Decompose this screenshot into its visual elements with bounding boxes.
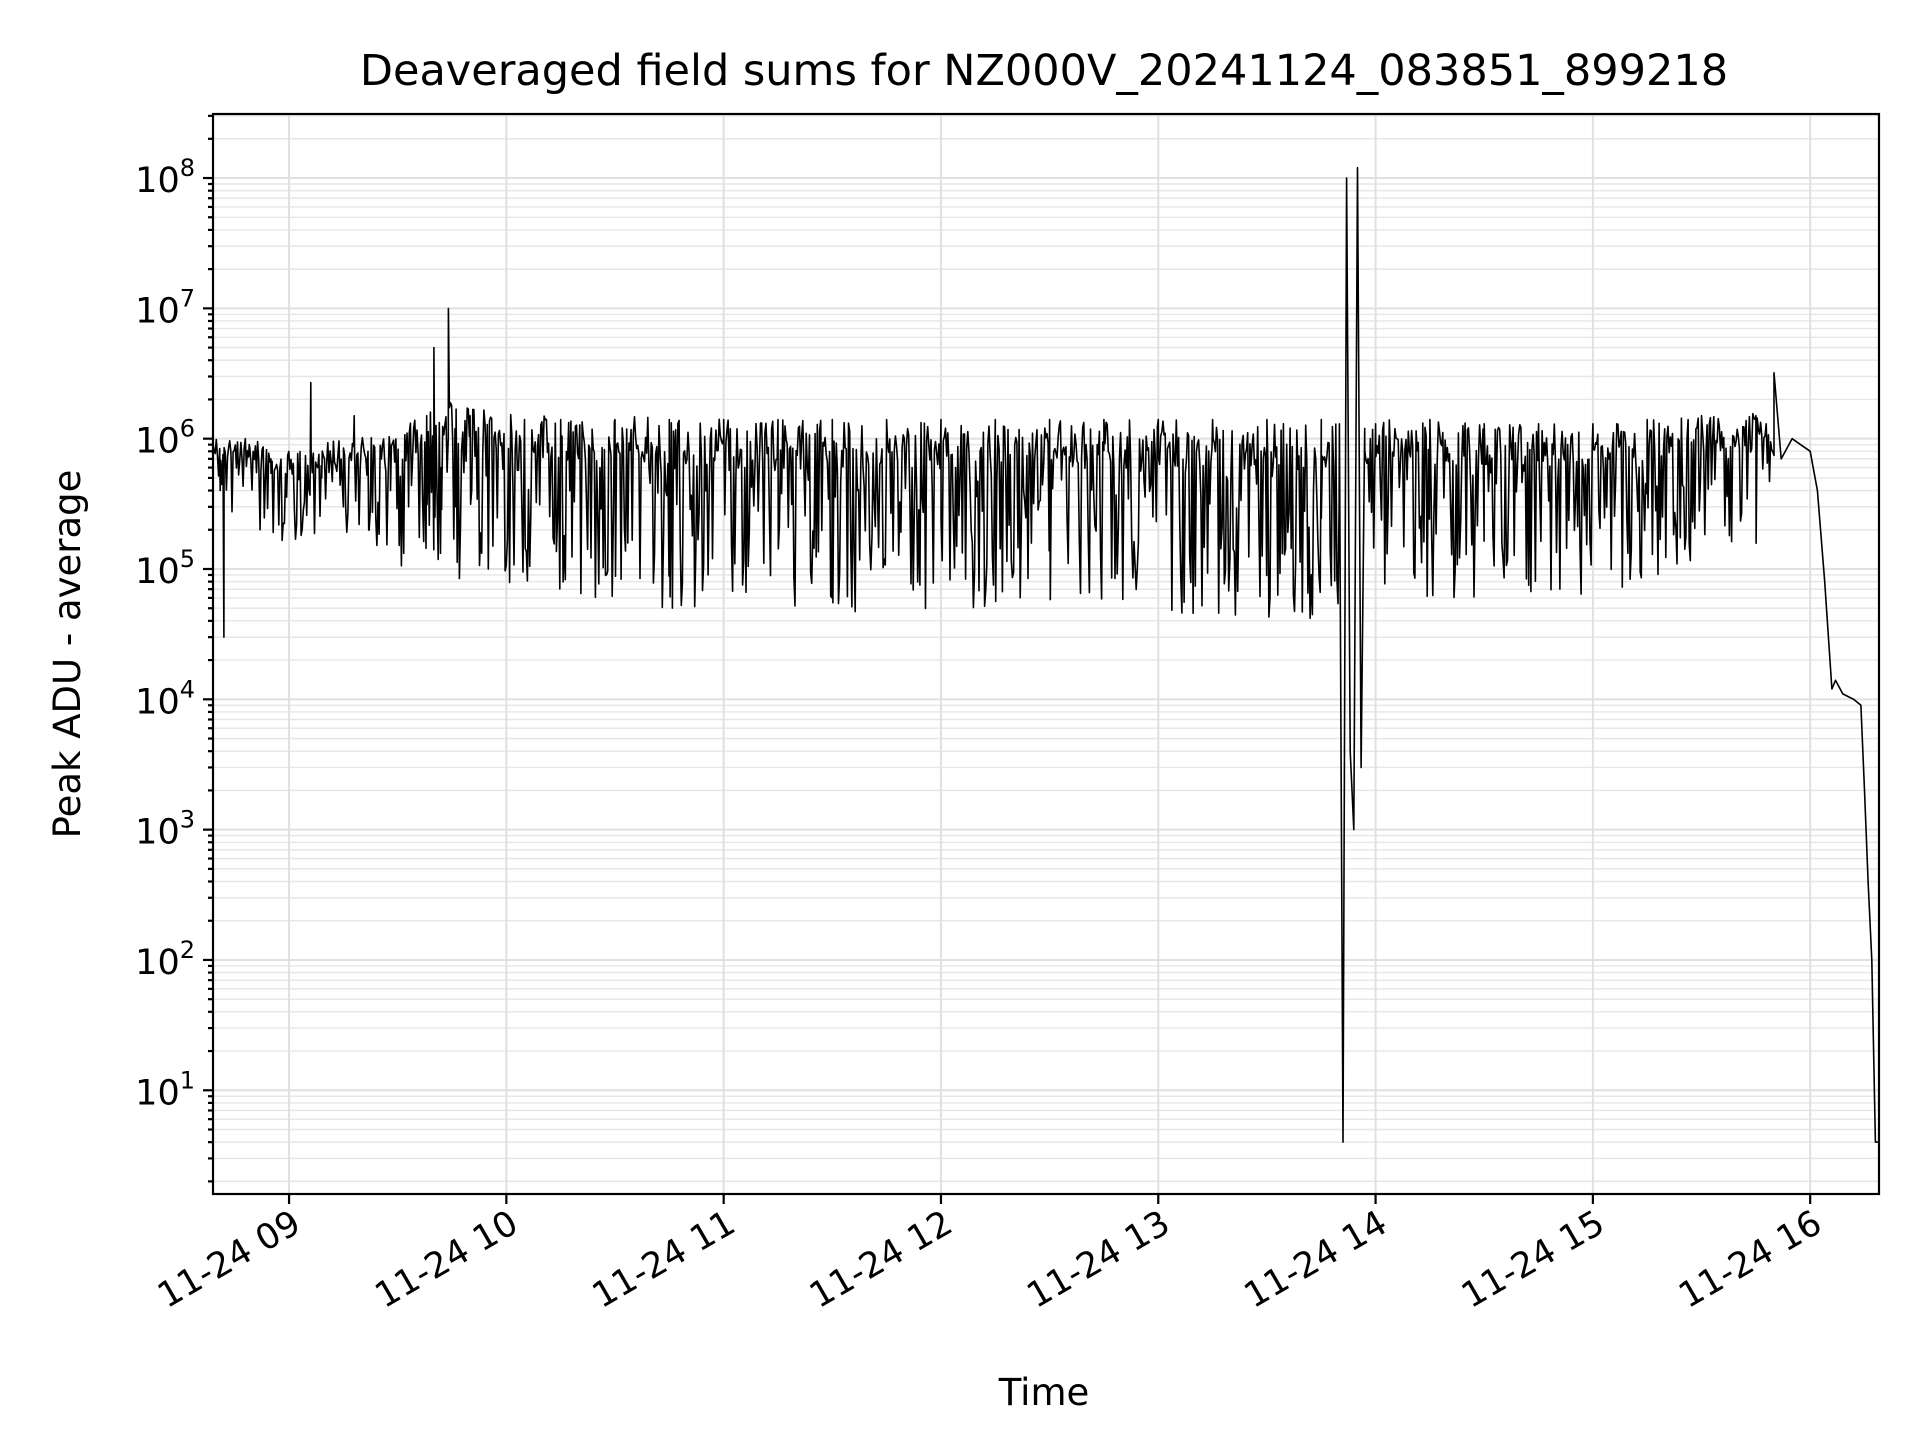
y-tick-label: 102	[135, 936, 195, 983]
y-tick-label: 105	[135, 545, 195, 592]
y-axis: 101 102 103 104 105 106 107 108	[135, 114, 213, 1183]
chart-title: Deaveraged field sums for NZ000V_2024112…	[360, 46, 1728, 96]
x-axis-label: Time	[998, 1371, 1090, 1414]
y-tick-label: 104	[135, 675, 195, 722]
major-grid	[213, 114, 1879, 1194]
y-axis-label: Peak ADU - average	[46, 470, 89, 839]
y-tick-label: 101	[135, 1066, 195, 1113]
series-line	[212, 166, 1879, 1143]
y-tick-label: 107	[135, 284, 195, 331]
y-tick-label: 106	[135, 415, 195, 462]
plot-frame	[211, 112, 1881, 1196]
y-tick-label: 103	[135, 806, 195, 853]
y-tick-label: 108	[135, 154, 195, 201]
series-group	[212, 166, 1879, 1143]
